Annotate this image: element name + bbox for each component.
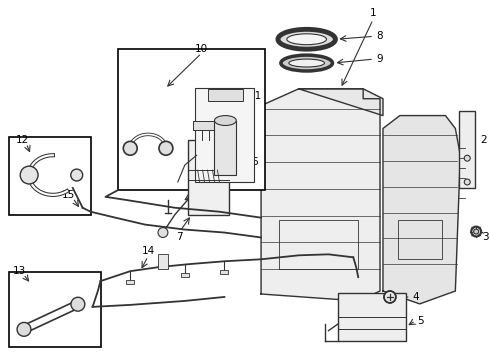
Text: 1: 1 [370,9,376,18]
Text: 8: 8 [376,31,383,41]
Circle shape [471,226,481,237]
Ellipse shape [278,30,336,49]
Circle shape [159,141,173,155]
Text: 11: 11 [249,91,263,101]
Bar [195,88,254,182]
Bar [119,49,265,190]
Bar [339,293,406,341]
Bar [188,140,229,215]
Bar [126,280,134,284]
Bar [181,273,189,277]
Circle shape [158,228,168,238]
Text: 16: 16 [199,185,213,195]
Bar [398,220,442,259]
Text: 15: 15 [62,190,75,200]
Text: 14: 14 [142,246,155,256]
Polygon shape [299,89,383,116]
Bar [220,270,228,274]
Text: 3: 3 [482,233,489,243]
Text: 2: 2 [480,135,487,145]
Bar [193,121,222,130]
Bar [158,254,168,269]
Polygon shape [383,116,460,304]
Bar [279,220,358,269]
Text: 4: 4 [413,292,419,302]
Bar [9,272,100,347]
Bar [208,89,243,101]
Circle shape [384,291,396,303]
Circle shape [123,141,137,155]
Text: 7: 7 [176,233,183,243]
Ellipse shape [215,116,236,126]
Ellipse shape [281,55,332,71]
Text: 6: 6 [251,157,258,167]
Text: 12: 12 [16,135,29,145]
Circle shape [464,179,470,185]
Bar [9,138,91,215]
Circle shape [20,166,38,184]
Bar [215,121,236,175]
Circle shape [474,229,479,234]
Circle shape [17,323,31,336]
Circle shape [71,297,85,311]
Bar [459,111,475,188]
Text: 10: 10 [195,44,208,54]
Polygon shape [261,89,380,301]
Circle shape [71,169,83,181]
Ellipse shape [287,34,326,45]
Text: 13: 13 [13,266,26,276]
Circle shape [464,155,470,161]
Text: 9: 9 [376,54,383,64]
Text: 5: 5 [417,316,424,326]
Ellipse shape [289,59,324,67]
